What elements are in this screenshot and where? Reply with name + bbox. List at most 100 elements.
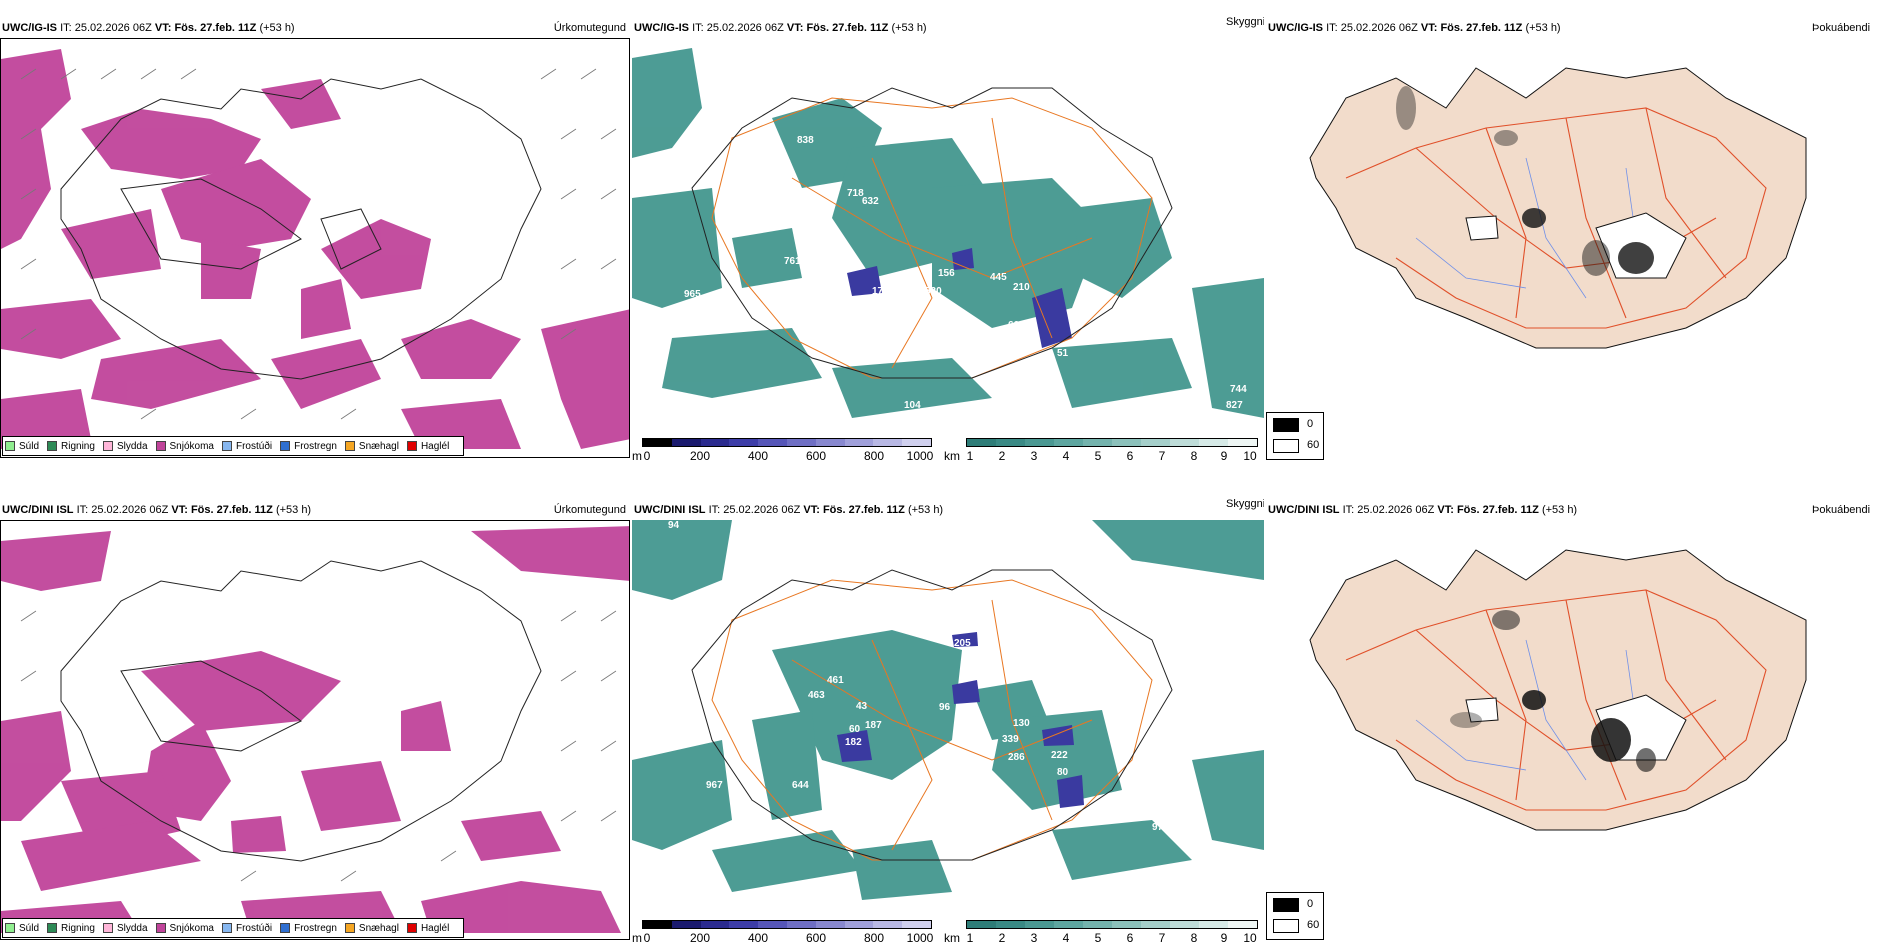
vis-tick: 4 [1063, 931, 1070, 945]
svg-text:222: 222 [1051, 750, 1068, 761]
visibility-unit: km [944, 449, 960, 462]
vis-tick: 3 [1031, 931, 1038, 945]
vis-tick: 7 [1159, 449, 1166, 462]
precip-map [0, 38, 630, 458]
panel-title: Skyggni [1226, 498, 1264, 510]
ceiling-tick: 400 [748, 931, 768, 945]
panel-title: Úrkomutegund [554, 504, 626, 516]
precip-legend: Súld Rigning Slydda Snjókoma Frostúði Fr… [2, 918, 464, 938]
vis-tick: 2 [999, 931, 1006, 945]
legend-item-haglel: Haglél [407, 441, 449, 452]
vis-tick: 2 [999, 449, 1006, 462]
fog-map-svg [1266, 520, 1900, 890]
ceiling-tick: 1000 [907, 449, 934, 462]
visibility-map: 838 543 718 632 862 403 761 325 156 445 … [632, 38, 1264, 430]
precip-panel-row2: UWC/DINI ISL IT: 25.02.2026 06Z VT: Fös.… [0, 494, 630, 950]
panel-title: Þokuábendi [1812, 22, 1870, 34]
panel-header: UWC/DINI ISL IT: 25.02.2026 06Z VT: Fös.… [2, 504, 311, 516]
svg-text:51: 51 [1057, 348, 1069, 359]
cloud-legend-top: 0 [1307, 898, 1313, 910]
svg-text:530: 530 [925, 286, 942, 297]
legend-item-frostudi: Frostúði [222, 923, 272, 934]
legend-item-suld: Súld [5, 441, 39, 452]
ceiling-scale: m 0 200 400 600 800 1000 [632, 438, 936, 462]
ceiling-unit: m [632, 931, 642, 945]
svg-text:182: 182 [845, 737, 862, 748]
legend-item-slydda: Slydda [103, 923, 148, 934]
legend-item-frostudi: Frostúði [222, 441, 272, 452]
precip-map-svg [1, 521, 630, 940]
precip-legend: Súld Rigning Slydda Snjókoma Frostúði Fr… [2, 436, 464, 456]
legend-item-rigning: Rigning [47, 441, 95, 452]
vis-tick: 10 [1243, 449, 1256, 462]
cloud-legend-top: 0 [1307, 418, 1313, 430]
svg-text:339: 339 [1002, 734, 1019, 745]
vis-tick: 3 [1031, 449, 1038, 462]
visibility-map-svg: 94 461 463 43 187 96 130 339 286 222 80 … [632, 520, 1264, 912]
visibility-scale: km 1 2 3 4 5 6 7 8 9 10 [944, 438, 1262, 462]
legend-item-snaehagl: Snæhagl [345, 923, 399, 934]
cloud-legend-row1: 0 60 [1266, 412, 1324, 460]
svg-text:827: 827 [1226, 400, 1243, 411]
legend-item-haglel: Haglél [407, 923, 449, 934]
visibility-map-svg: 838 543 718 632 862 403 761 325 156 445 … [632, 38, 1264, 430]
ceiling-tick: 1000 [907, 931, 934, 945]
cloud-legend-bottom: 60 [1307, 439, 1319, 451]
svg-text:632: 632 [862, 196, 879, 207]
vis-tick: 9 [1221, 931, 1228, 945]
visibility-unit: km [944, 931, 960, 945]
visibility-map: 94 461 463 43 187 96 130 339 286 222 80 … [632, 520, 1264, 912]
ceiling-tick: 0 [644, 449, 651, 462]
vis-tick: 5 [1095, 931, 1102, 945]
ceiling-tick: 400 [748, 449, 768, 462]
ceiling-unit: m [632, 449, 642, 462]
legend-item-frostregn: Frostregn [280, 923, 337, 934]
ceiling-tick: 800 [864, 449, 884, 462]
legend-item-snjokoma: Snjókoma [156, 441, 214, 452]
precip-panel-row1: UWC/IG-IS IT: 25.02.2026 06Z VT: Fös. 27… [0, 12, 630, 462]
svg-text:102: 102 [932, 817, 949, 828]
ceiling-tick: 800 [864, 931, 884, 945]
svg-text:130: 130 [1013, 718, 1030, 729]
visibility-scale: km 1 2 3 4 5 6 7 8 9 10 [944, 920, 1262, 950]
vis-tick: 7 [1159, 931, 1166, 945]
svg-text:967: 967 [706, 780, 723, 791]
legend-item-snaehagl: Snæhagl [345, 441, 399, 452]
ceiling-tick: 200 [690, 931, 710, 945]
svg-text:971: 971 [1152, 822, 1169, 833]
ceiling-tick: 0 [644, 931, 651, 945]
panel-header: UWC/IG-IS IT: 25.02.2026 06Z VT: Fös. 27… [1268, 22, 1561, 34]
svg-text:205: 205 [954, 638, 971, 649]
svg-text:156: 156 [938, 268, 955, 279]
svg-text:286: 286 [1008, 752, 1025, 763]
svg-text:81: 81 [852, 296, 864, 307]
svg-text:463: 463 [808, 690, 825, 701]
ceiling-tick: 200 [690, 449, 710, 462]
legend-item-rigning: Rigning [47, 923, 95, 934]
vis-tick: 9 [1221, 449, 1228, 462]
svg-text:996: 996 [1087, 412, 1104, 423]
vis-tick: 10 [1243, 931, 1256, 945]
legend-item-slydda: Slydda [103, 441, 148, 452]
vis-tick: 4 [1063, 449, 1070, 462]
ceiling-tick: 600 [806, 931, 826, 945]
panel-title: Skyggni [1226, 16, 1264, 28]
vis-tick: 1 [967, 449, 974, 462]
vis-tick: 6 [1127, 449, 1134, 462]
svg-text:187: 187 [865, 720, 882, 731]
vis-tick: 8 [1191, 449, 1198, 462]
svg-text:666: 666 [1008, 320, 1025, 331]
vis-tick: 6 [1127, 931, 1134, 945]
svg-text:104: 104 [904, 400, 921, 411]
fog-map-svg [1266, 38, 1900, 408]
svg-text:403: 403 [800, 250, 817, 261]
svg-text:60: 60 [849, 724, 861, 735]
svg-text:43: 43 [856, 701, 868, 712]
panel-header: UWC/DINI ISL IT: 25.02.2026 06Z VT: Fös.… [1268, 504, 1577, 516]
vis-tick: 8 [1191, 931, 1198, 945]
panel-title: Þokuábendi [1812, 504, 1870, 516]
vis-tick: 1 [967, 931, 974, 945]
svg-text:210: 210 [1013, 282, 1030, 293]
svg-text:17: 17 [872, 286, 884, 297]
visibility-panel-row1: UWC/IG-IS IT: 25.02.2026 06Z VT: Fös. 27… [632, 12, 1264, 462]
